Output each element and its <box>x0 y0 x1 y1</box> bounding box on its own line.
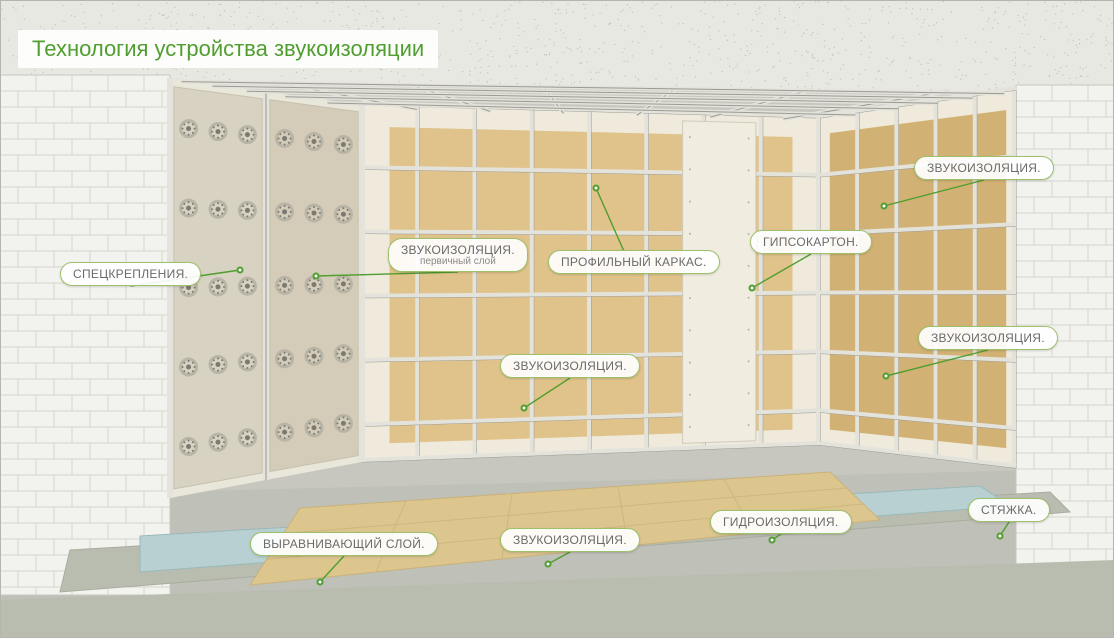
callout-text: ЗВУКОИЗОЛЯЦИЯ. <box>513 534 627 547</box>
callout-c_frame: ПРОФИЛЬНЫЙ КАРКАС. <box>548 250 720 274</box>
diagram-title: Технология устройства звукоизоляции <box>32 36 424 61</box>
callout-c_spec: СПЕЦКРЕПЛЕНИЯ. <box>60 262 201 286</box>
diagram-title-box: Технология устройства звукоизоляции <box>18 30 438 68</box>
callout-text: ЗВУКОИЗОЛЯЦИЯ. <box>927 162 1041 175</box>
callout-text: ПРОФИЛЬНЫЙ КАРКАС. <box>561 256 707 269</box>
callout-text: ЗВУКОИЗОЛЯЦИЯ. <box>513 360 627 373</box>
callout-text: ЗВУКОИЗОЛЯЦИЯ. <box>401 244 515 257</box>
callout-c_iso1: ЗВУКОИЗОЛЯЦИЯ.первичный слой <box>388 238 528 272</box>
callout-c_iso_c: ЗВУКОИЗОЛЯЦИЯ. <box>500 354 640 378</box>
callout-c_hydro: ГИДРОИЗОЛЯЦИЯ. <box>710 510 852 534</box>
callout-text: СПЕЦКРЕПЛЕНИЯ. <box>73 268 188 281</box>
callout-c_iso_r: ЗВУКОИЗОЛЯЦИЯ. <box>918 326 1058 350</box>
callout-text: СТЯЖКА. <box>981 504 1037 517</box>
callout-c_iso_f: ЗВУКОИЗОЛЯЦИЯ. <box>500 528 640 552</box>
callout-c_drywall: ГИПСОКАРТОН. <box>750 230 872 254</box>
callout-text: ЗВУКОИЗОЛЯЦИЯ. <box>931 332 1045 345</box>
callout-c_iso_tr: ЗВУКОИЗОЛЯЦИЯ. <box>914 156 1054 180</box>
callout-subtext: первичный слой <box>401 257 515 268</box>
callout-c_level: ВЫРАВНИВАЮЩИЙ СЛОЙ. <box>250 532 438 556</box>
callout-text: ГИДРОИЗОЛЯЦИЯ. <box>723 516 839 529</box>
callout-c_screed: СТЯЖКА. <box>968 498 1050 522</box>
callout-text: ГИПСОКАРТОН. <box>763 236 859 249</box>
callout-text: ВЫРАВНИВАЮЩИЙ СЛОЙ. <box>263 538 425 551</box>
